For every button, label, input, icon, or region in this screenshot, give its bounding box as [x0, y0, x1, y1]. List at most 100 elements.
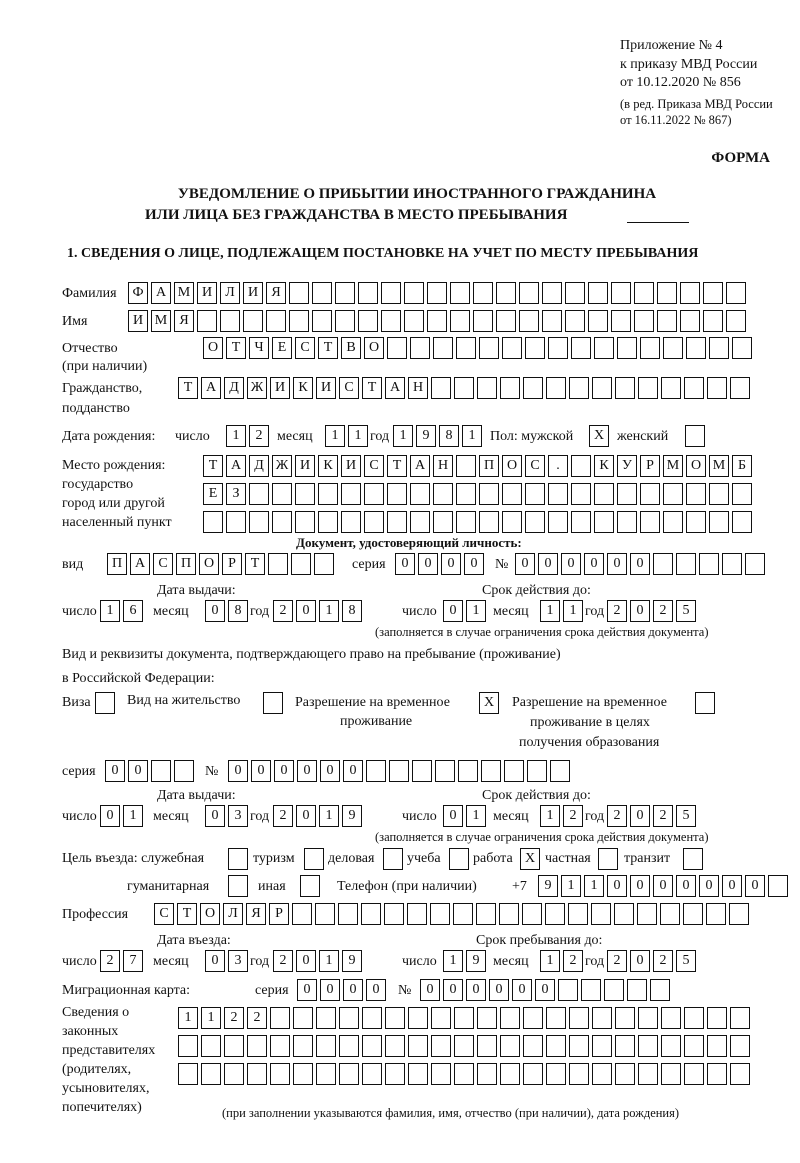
char-cell[interactable]	[458, 760, 478, 782]
char-cell[interactable]	[335, 282, 355, 304]
char-cell[interactable]	[699, 553, 719, 575]
char-cell[interactable]: 1	[226, 425, 246, 447]
char-cell[interactable]	[407, 903, 427, 925]
char-cell[interactable]	[454, 1063, 474, 1085]
char-cell[interactable]: .	[548, 455, 568, 477]
char-cell[interactable]	[384, 903, 404, 925]
char-cell[interactable]	[224, 1035, 244, 1057]
char-cell[interactable]: Ч	[249, 337, 269, 359]
char-cell[interactable]	[431, 1007, 451, 1029]
char-cell[interactable]: 9	[342, 950, 362, 972]
birth-place-cells[interactable]	[203, 511, 755, 533]
char-cell[interactable]: И	[295, 455, 315, 477]
char-cell[interactable]: 0	[343, 760, 363, 782]
char-cell[interactable]: 0	[561, 553, 581, 575]
char-cell[interactable]: 2	[653, 805, 673, 827]
char-cell[interactable]	[627, 979, 647, 1001]
char-cell[interactable]	[389, 760, 409, 782]
char-cell[interactable]: 0	[366, 979, 386, 1001]
char-cell[interactable]	[730, 1063, 750, 1085]
char-cell[interactable]: М	[709, 455, 729, 477]
char-cell[interactable]: 2	[247, 1007, 267, 1029]
char-cell[interactable]	[358, 282, 378, 304]
char-cell[interactable]: 0	[251, 760, 271, 782]
checkbox-cell[interactable]	[685, 425, 705, 447]
char-cell[interactable]	[500, 1007, 520, 1029]
char-cell[interactable]: И	[243, 282, 263, 304]
char-cell[interactable]	[502, 483, 522, 505]
char-cell[interactable]	[615, 1063, 635, 1085]
char-cell[interactable]	[499, 903, 519, 925]
char-cell[interactable]: 1	[201, 1007, 221, 1029]
char-cell[interactable]	[726, 310, 746, 332]
residence-checkbox[interactable]	[263, 692, 286, 714]
char-cell[interactable]	[500, 377, 520, 399]
char-cell[interactable]	[542, 310, 562, 332]
checkbox-cell[interactable]	[228, 848, 248, 870]
char-cell[interactable]	[683, 903, 703, 925]
char-cell[interactable]: Л	[223, 903, 243, 925]
char-cell[interactable]: 0	[343, 979, 363, 1001]
char-cell[interactable]: 2	[607, 950, 627, 972]
char-cell[interactable]: 0	[489, 979, 509, 1001]
char-cell[interactable]	[247, 1035, 267, 1057]
char-cell[interactable]: 1	[319, 950, 339, 972]
char-cell[interactable]: 1	[466, 805, 486, 827]
char-cell[interactable]: Е	[272, 337, 292, 359]
char-cell[interactable]	[546, 1035, 566, 1057]
char-cell[interactable]	[571, 455, 591, 477]
char-cell[interactable]: 1	[540, 805, 560, 827]
char-cell[interactable]: Е	[203, 483, 223, 505]
char-cell[interactable]: И	[197, 282, 217, 304]
char-cell[interactable]: А	[226, 455, 246, 477]
char-cell[interactable]	[203, 511, 223, 533]
char-cell[interactable]: Н	[433, 455, 453, 477]
char-cell[interactable]	[410, 511, 430, 533]
char-cell[interactable]: 0	[296, 600, 316, 622]
char-cell[interactable]	[408, 1063, 428, 1085]
char-cell[interactable]	[565, 282, 585, 304]
char-cell[interactable]	[316, 1007, 336, 1029]
male-checkbox[interactable]: X	[589, 425, 612, 447]
char-cell[interactable]	[387, 337, 407, 359]
char-cell[interactable]: 5	[676, 600, 696, 622]
char-cell[interactable]	[456, 455, 476, 477]
char-cell[interactable]	[318, 483, 338, 505]
char-cell[interactable]	[592, 377, 612, 399]
char-cell[interactable]	[661, 1063, 681, 1085]
char-cell[interactable]	[550, 760, 570, 782]
char-cell[interactable]	[335, 310, 355, 332]
char-cell[interactable]	[768, 875, 788, 897]
char-cell[interactable]	[427, 310, 447, 332]
char-cell[interactable]	[617, 511, 637, 533]
char-cell[interactable]	[412, 760, 432, 782]
char-cell[interactable]	[732, 337, 752, 359]
char-cell[interactable]	[364, 511, 384, 533]
char-cell[interactable]	[289, 310, 309, 332]
char-cell[interactable]: 1	[123, 805, 143, 827]
char-cell[interactable]	[270, 1063, 290, 1085]
char-cell[interactable]: 0	[274, 760, 294, 782]
char-cell[interactable]	[707, 1063, 727, 1085]
char-cell[interactable]	[456, 483, 476, 505]
char-cell[interactable]: 0	[515, 553, 535, 575]
char-cell[interactable]	[709, 483, 729, 505]
char-cell[interactable]	[433, 337, 453, 359]
char-cell[interactable]: С	[154, 903, 174, 925]
char-cell[interactable]	[546, 1007, 566, 1029]
char-cell[interactable]: 0	[443, 805, 463, 827]
char-cell[interactable]: 0	[607, 553, 627, 575]
checkbox-cell[interactable]	[95, 692, 115, 714]
char-cell[interactable]: 2	[563, 950, 583, 972]
char-cell[interactable]	[473, 282, 493, 304]
char-cell[interactable]: С	[525, 455, 545, 477]
